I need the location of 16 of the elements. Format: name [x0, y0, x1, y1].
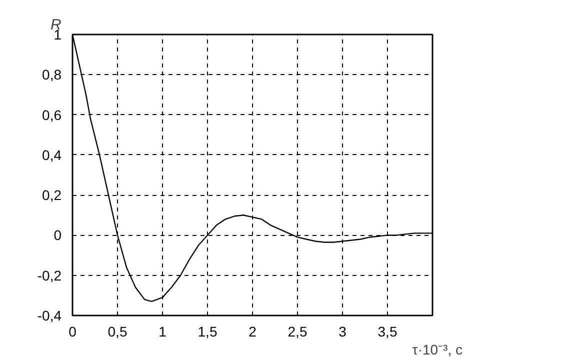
x-tick-label: 1,5	[198, 324, 218, 340]
y-tick-label: 0,4	[42, 146, 62, 163]
x-tick-label: 1	[158, 324, 167, 340]
y-tick-label: -0,2	[37, 267, 62, 284]
y-tick-label: 0,8	[42, 66, 62, 83]
x-tick-label: 0,5	[108, 324, 128, 340]
y-tick-label: 0,2	[42, 187, 62, 204]
y-tick-label: -0,4	[37, 308, 62, 324]
x-tick-label: 2,5	[288, 324, 308, 340]
x-tick-label: 2	[248, 324, 257, 340]
x-tick-label: 0	[68, 324, 77, 340]
y-tick-label: 0,6	[42, 106, 62, 123]
x-tick-label: 3	[338, 324, 347, 340]
y-tick-label: 0	[54, 227, 62, 244]
x-tick-label: 3,5	[378, 324, 398, 340]
x-axis-title: τ·10⁻³, c	[412, 342, 463, 357]
